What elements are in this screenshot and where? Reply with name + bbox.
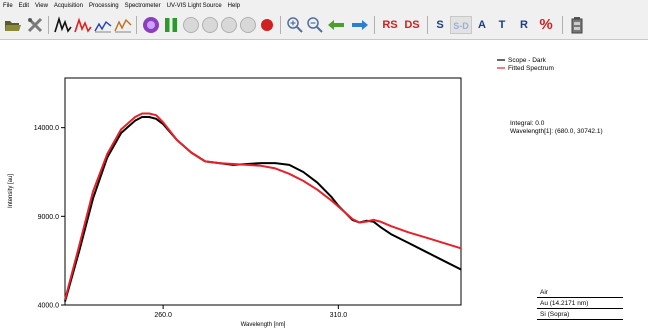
disabled-circle-icon[interactable]	[201, 16, 219, 34]
y-axis-label: Intensity [au]	[8, 174, 14, 208]
y-tick-label: 14000.0	[34, 125, 59, 132]
menu-spectrometer[interactable]: Spectrometer	[124, 3, 161, 9]
disabled-circle-icon[interactable]	[220, 16, 238, 34]
series-line-scope-dark	[64, 116, 462, 302]
menu-acquisition[interactable]: Acquisition	[53, 3, 83, 9]
disabled-circle-icon[interactable]	[182, 16, 200, 34]
battery-icon[interactable]	[568, 16, 586, 34]
transmittance-mode-icon[interactable]	[94, 16, 112, 34]
toolbar-separator	[562, 16, 563, 34]
integral-readout: Integral: 0.0	[510, 120, 545, 127]
menu-edit[interactable]: Edit	[18, 3, 30, 9]
toolbar-separator	[136, 16, 137, 34]
scope-button[interactable]: S	[436, 19, 444, 31]
menu-uv-vis-light-source[interactable]: UV-VIS Light Source	[166, 3, 222, 9]
toolbar-separator	[374, 16, 375, 34]
rs-button[interactable]: RS	[382, 19, 398, 31]
tools-icon[interactable]	[26, 16, 44, 34]
series-line-fitted-spectrum	[64, 112, 462, 300]
open-folder-icon[interactable]	[4, 16, 22, 34]
disabled-circle-icon[interactable]	[239, 16, 257, 34]
toolbar: RS DS S S-D A T R %	[0, 13, 648, 40]
legend-label-fitted-spectrum: Fitted Spectrum	[508, 65, 554, 72]
ds-button[interactable]: DS	[404, 19, 420, 31]
scope-minus-dark-button[interactable]: S-D	[450, 16, 472, 34]
wavelength-readout: Wavelength[1]: (680.0, 30742.1)	[510, 128, 603, 135]
reference-mode-icon[interactable]	[114, 16, 132, 34]
menu-help[interactable]: Help	[227, 3, 241, 9]
absorbance-mode-icon[interactable]	[74, 16, 92, 34]
record-icon[interactable]	[258, 16, 276, 34]
x-axis-label: Wavelength [nm]	[241, 322, 286, 328]
x-tick-label: 260.0	[154, 312, 172, 319]
layer-au[interactable]: Au (14.2171 nm)	[537, 298, 623, 309]
percent-button[interactable]: %	[539, 16, 553, 33]
pause-icon[interactable]	[162, 16, 180, 34]
y-tick-label: 4000.0	[38, 303, 60, 310]
layer-air[interactable]: Air	[537, 287, 623, 298]
absorbance-button[interactable]: A	[478, 19, 486, 31]
arrow-right-icon[interactable]	[351, 16, 369, 34]
toolbar-separator	[427, 16, 428, 34]
spectrum-chart: 4000.0 9000.0 14000.0 260.0 310.0 Wavelengt…	[8, 57, 554, 328]
reflectance-button[interactable]: R	[520, 19, 528, 31]
toolbar-separator	[280, 16, 281, 34]
menu-processing[interactable]: Processing	[88, 3, 119, 9]
x-tick-label: 310.0	[330, 312, 348, 319]
y-tick-label: 9000.0	[38, 214, 60, 221]
menu-bar: File Edit View Acquisition Processing Spectro…	[0, 0, 648, 13]
menu-file[interactable]: File	[3, 3, 13, 9]
layer-si[interactable]: Si (Sopra)	[537, 309, 623, 320]
menu-view[interactable]: View	[35, 3, 48, 9]
arrow-left-icon[interactable]	[327, 16, 345, 34]
transmittance-button[interactable]: T	[498, 19, 506, 31]
toolbar-separator	[48, 16, 49, 34]
scope-mode-icon[interactable]	[54, 16, 72, 34]
zoom-in-icon[interactable]	[286, 16, 304, 34]
legend-label-scope-dark: Scope - Dark	[508, 57, 547, 64]
plot-area	[64, 77, 462, 306]
zoom-out-icon[interactable]	[306, 16, 324, 34]
spectrometer-icon[interactable]	[142, 16, 160, 34]
